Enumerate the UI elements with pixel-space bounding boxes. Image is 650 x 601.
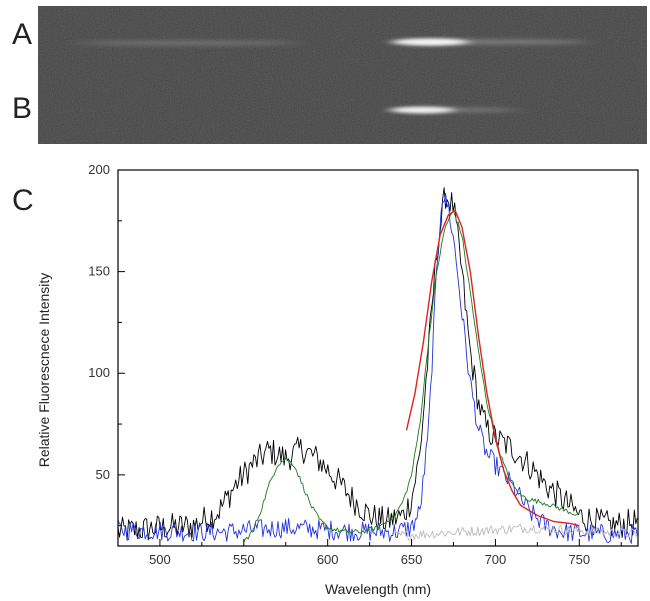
y-axis-title: Relative Fluorescnece Intensity: [36, 273, 52, 468]
x-tick-label: 500: [149, 552, 171, 567]
series-line-3: [395, 524, 638, 540]
x-tick-label: 700: [485, 552, 507, 567]
gel-band-a-right-core: [392, 38, 468, 45]
y-tick-label: 50: [96, 467, 110, 482]
panel-label-b: B: [12, 94, 32, 124]
y-tick-label: 100: [88, 365, 110, 380]
series-layer: [118, 188, 638, 544]
spectrum-chart: 500 550 600 650 700 750 50 100 150 200 Wavelength…: [0, 150, 650, 601]
tick-layer: 500 550 600 650 700 750 50 100 150 200: [88, 162, 621, 567]
series-line-2: [118, 193, 637, 543]
gel-grain: [38, 6, 647, 144]
panel-label-a: A: [12, 20, 32, 50]
gel-image: [38, 6, 647, 144]
x-tick-label: 550: [233, 552, 255, 567]
gel-band-a-left: [78, 40, 298, 45]
gel-band-b-core: [390, 107, 454, 114]
x-axis-title: Wavelength (nm): [325, 581, 431, 597]
y-tick-label: 200: [88, 162, 110, 177]
series-line-4: [244, 211, 579, 542]
y-tick-label: 150: [88, 264, 110, 279]
x-tick-label: 650: [401, 552, 423, 567]
x-tick-label: 750: [568, 552, 590, 567]
x-tick-label: 600: [317, 552, 339, 567]
series-line-1: [118, 188, 637, 541]
